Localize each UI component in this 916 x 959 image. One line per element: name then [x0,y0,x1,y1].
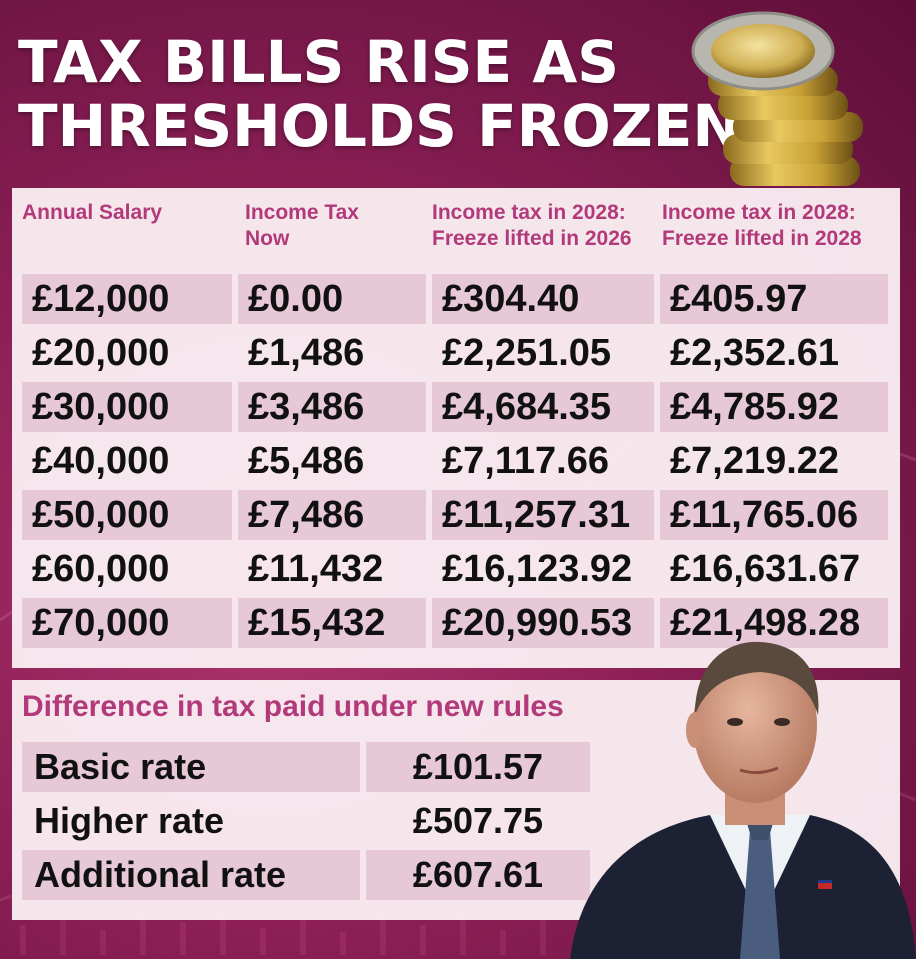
salary-cell: £30,000 [22,382,232,432]
salary-cell: £60,000 [32,547,170,590]
rate-label: Additional rate [22,850,360,900]
header-line: Income tax in 2028: [432,201,626,224]
tax-2028-cell: £4,785.92 [660,382,888,432]
tax-2026-cell: £2,251.05 [442,331,612,374]
tax-2028-cell: £2,352.61 [670,331,840,374]
tax-2028-cell: £405.97 [660,274,888,324]
header-freeze-2028: Income tax in 2028: Freeze lifted in 202… [662,200,862,252]
tax-2026-cell: £16,123.92 [442,547,633,590]
header-line: Freeze lifted in 2026 [432,227,632,250]
tax-2026-cell: £4,684.35 [432,382,654,432]
header-income-tax-now: Income Tax Now [245,200,359,252]
person-photo-icon [570,641,916,959]
header-line: Annual Salary [22,201,163,224]
tax-2028-cell: £11,765.06 [660,490,888,540]
header-annual-salary: Annual Salary [22,200,162,226]
salary-cell: £12,000 [22,274,232,324]
difference-title: Difference in tax paid under new rules [22,690,564,723]
header-line: Income Tax [245,201,359,224]
salary-cell: £50,000 [22,490,232,540]
tax-now-cell: £1,486 [248,331,365,374]
header-line: Income tax in 2028: [662,201,856,224]
tax-now-cell: £7,486 [238,490,426,540]
tax-2028-cell: £21,498.28 [660,598,888,648]
header-line: Now [245,227,290,250]
rate-label: Basic rate [22,742,360,792]
tax-2028-cell: £7,219.22 [670,439,840,482]
header-line: Freeze lifted in 2028 [662,227,862,250]
page-title: TAX BILLS RISE AS THRESHOLDS FROZEN [18,30,741,158]
tax-2026-cell: £7,117.66 [442,439,609,482]
rate-difference-value: £101.57 [366,742,590,792]
coin-stack-icon [691,11,863,186]
header-freeze-2026: Income tax in 2028: Freeze lifted in 202… [432,200,632,252]
tax-2026-cell: £11,257.31 [432,490,654,540]
tax-2026-cell: £304.40 [432,274,654,324]
title-line-1: TAX BILLS RISE AS [18,28,620,96]
salary-cell: £20,000 [32,331,170,374]
tax-now-cell: £11,432 [248,547,384,590]
salary-cell: £70,000 [22,598,232,648]
tax-now-cell: £5,486 [248,439,365,482]
tax-now-cell: £0.00 [238,274,426,324]
salary-cell: £40,000 [32,439,170,482]
tax-2026-cell: £20,990.53 [432,598,654,648]
rate-difference-value: £607.61 [366,850,590,900]
rate-difference-value: £507.75 [412,800,544,841]
tax-now-cell: £3,486 [238,382,426,432]
title-line-2: THRESHOLDS FROZEN [18,92,741,160]
tax-now-cell: £15,432 [238,598,426,648]
tax-2028-cell: £16,631.67 [670,547,861,590]
rate-label: Higher rate [34,800,225,841]
